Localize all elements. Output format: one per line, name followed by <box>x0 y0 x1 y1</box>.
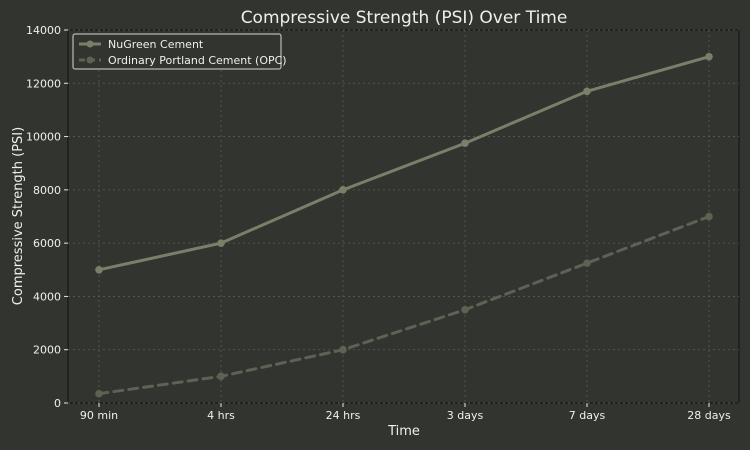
series-line-2 <box>97 215 711 396</box>
legend: NuGreen Cement Ordinary Portland Cement (… <box>72 33 287 70</box>
legend-swatch-marker <box>86 40 94 48</box>
y-tick-label: 14000 <box>26 24 61 37</box>
data-point-series-1 <box>339 186 347 194</box>
series-layer <box>95 52 713 398</box>
y-axis-label: Compressive Strength (PSI) <box>11 127 26 305</box>
legend-swatch-marker <box>86 56 94 64</box>
y-tick-label: 6000 <box>33 237 61 250</box>
data-point-series-2 <box>705 212 713 221</box>
data-point-series-2 <box>95 389 103 398</box>
chart-title: Compressive Strength (PSI) Over Time <box>241 8 568 28</box>
y-tick-label: 0 <box>54 397 61 410</box>
data-point-series-1 <box>95 265 103 274</box>
y-tick-label: 10000 <box>26 131 61 144</box>
plot-area <box>67 29 740 404</box>
x-tick-label: 28 days <box>687 409 731 422</box>
series-line-1 <box>97 55 711 272</box>
legend-label: NuGreen Cement <box>108 38 204 51</box>
data-point-series-2 <box>461 305 469 314</box>
x-tick-label: 24 hrs <box>326 409 361 422</box>
legend-label: Ordinary Portland Cement (OPC) <box>108 54 287 67</box>
x-tick-label: 3 days <box>447 409 484 422</box>
y-tick-label: 12000 <box>26 77 61 90</box>
data-point-series-2 <box>339 345 347 354</box>
data-point-series-2 <box>583 259 591 267</box>
y-tick-label: 8000 <box>33 184 61 197</box>
axis-ticks: 0 2000 4000 6000 8000 10000 12000 14000 90 min 4 … <box>26 24 731 422</box>
x-axis-label: Time <box>387 424 420 439</box>
legend-box <box>72 33 282 70</box>
data-point-series-1 <box>583 87 591 96</box>
x-tick-label: 4 hrs <box>207 409 235 422</box>
x-tick-label: 90 min <box>80 409 118 422</box>
data-point-series-2 <box>217 372 225 381</box>
data-point-series-1 <box>705 52 713 61</box>
data-point-series-1 <box>461 139 469 148</box>
y-tick-label: 2000 <box>33 344 61 357</box>
grid-lines <box>68 29 739 404</box>
y-tick-label: 4000 <box>33 290 61 303</box>
data-point-series-1 <box>217 239 225 247</box>
x-tick-label: 7 days <box>569 409 606 422</box>
